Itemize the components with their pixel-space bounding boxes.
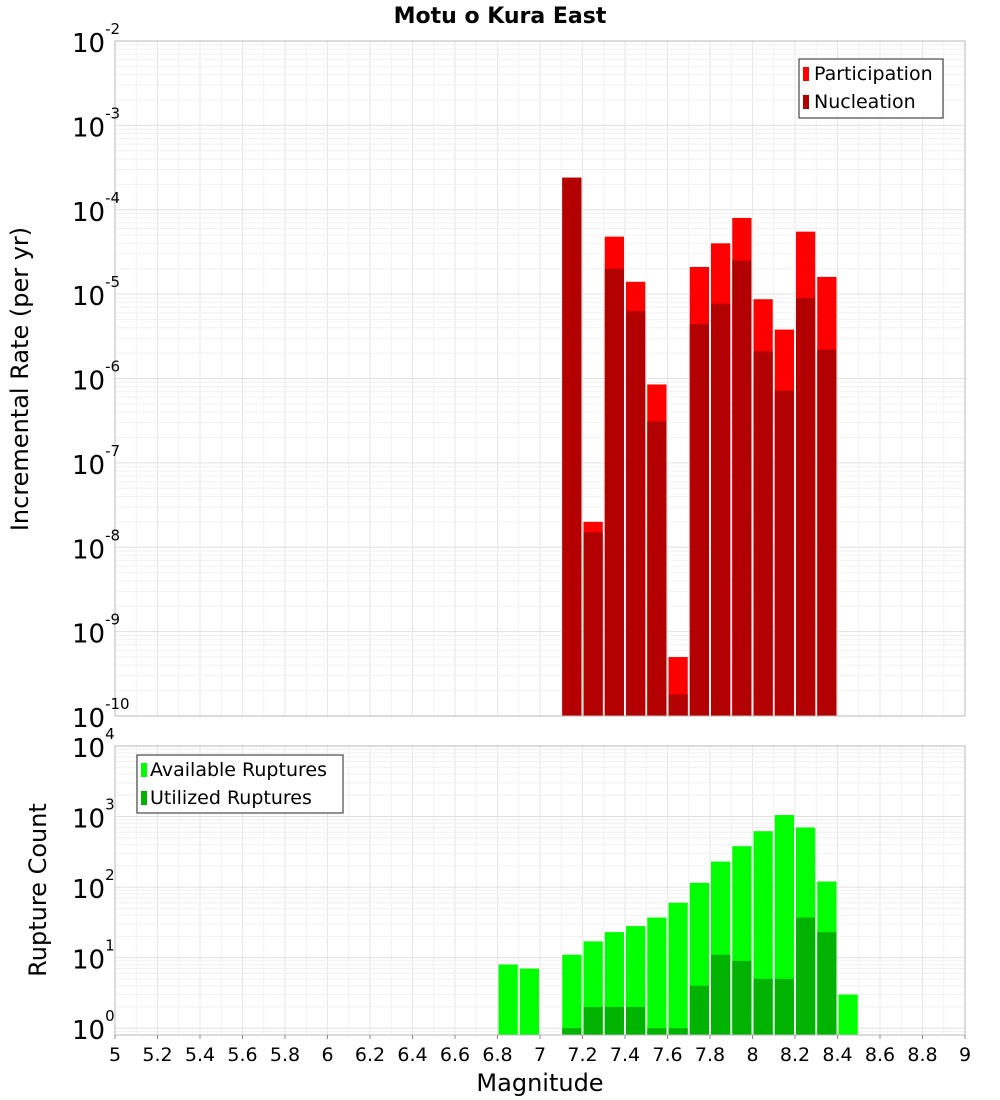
bottom-y-axis-label: Rupture Count — [24, 803, 52, 977]
bar-nucleation-3 — [626, 311, 646, 716]
top-ytick-label: 10-3 — [72, 104, 120, 143]
top-y-ticks: 10-2 10-3 10-4 10-5 10-6 10-7 10-8 10-9 10-10 — [72, 20, 130, 734]
bar-available-ruptures-1 — [519, 968, 539, 1035]
bottom-ytick-label: 104 — [72, 725, 115, 764]
bar-nucleation-6 — [689, 324, 709, 716]
xtick-label: 5.8 — [270, 1044, 300, 1066]
xtick-label: 7.6 — [652, 1044, 682, 1066]
xtick-label: 5.4 — [185, 1044, 215, 1066]
bar-available-ruptures-2 — [562, 954, 582, 1035]
xtick-label: 8 — [746, 1044, 758, 1066]
xtick-label: 8.4 — [822, 1044, 852, 1066]
bottom-ytick-label: 100 — [72, 1007, 115, 1046]
bar-nucleation-0 — [562, 177, 582, 716]
top-ytick-label: 10-6 — [72, 358, 120, 397]
bar-nucleation-1 — [583, 532, 603, 716]
bar-nucleation-8 — [732, 260, 752, 716]
bar-nucleation-10 — [774, 390, 794, 716]
bottom-ytick-label: 102 — [72, 866, 115, 905]
top-ytick-label: 10-5 — [72, 273, 120, 312]
bottom-y-ticks: 100 101 102 103 104 — [72, 725, 115, 1046]
legend-label-available: Available Ruptures — [150, 759, 327, 781]
top-legend-box — [798, 58, 944, 119]
top-grid — [114, 41, 966, 717]
bar-utilized-ruptures-4 — [604, 1006, 624, 1035]
bar-available-ruptures-0 — [498, 964, 518, 1035]
legend-label-nucleation: Nucleation — [814, 91, 916, 113]
xtick-label: 6.8 — [482, 1044, 512, 1066]
legend-swatch-available — [141, 763, 147, 777]
legend-swatch-utilized — [141, 791, 147, 805]
xtick-label: 6 — [321, 1044, 333, 1066]
top-legend: Participation Nucleation — [798, 58, 944, 119]
bar-utilized-ruptures-10 — [732, 960, 752, 1035]
xtick-label: 7.4 — [610, 1044, 640, 1066]
xtick-label: 6.6 — [440, 1044, 470, 1066]
xtick-label: 5.2 — [142, 1044, 172, 1066]
bottom-ytick-label: 101 — [72, 937, 115, 976]
top-ytick-label: 10-7 — [72, 442, 120, 481]
top-ytick-label: 10-2 — [72, 20, 120, 59]
bottom-legend: Available Ruptures Utilized Ruptures — [136, 754, 344, 814]
top-ytick-label: 10-4 — [72, 189, 120, 228]
legend-swatch-participation — [803, 67, 809, 81]
bar-nucleation-5 — [668, 694, 688, 716]
bar-available-ruptures-7 — [668, 902, 688, 1035]
bar-nucleation-11 — [796, 297, 816, 716]
xtick-label: 8.8 — [907, 1044, 937, 1066]
bar-utilized-ruptures-2 — [562, 1028, 582, 1035]
bar-utilized-ruptures-11 — [753, 978, 773, 1035]
bar-utilized-ruptures-7 — [668, 1028, 688, 1035]
top-ytick-label: 10-10 — [72, 695, 130, 734]
xtick-label: 7.2 — [567, 1044, 597, 1066]
bar-nucleation-7 — [711, 303, 731, 716]
top-y-axis-label: Incremental Rate (per yr) — [6, 227, 34, 531]
bar-nucleation-4 — [647, 421, 667, 716]
xtick-label: 5 — [109, 1044, 121, 1066]
bar-utilized-ruptures-9 — [711, 954, 731, 1035]
bar-nucleation-9 — [753, 351, 773, 716]
top-ytick-label: 10-9 — [72, 611, 120, 650]
xtick-label: 7.8 — [695, 1044, 725, 1066]
bar-nucleation-12 — [817, 349, 837, 716]
xtick-label: 9 — [959, 1044, 971, 1066]
bar-utilized-ruptures-8 — [689, 985, 709, 1035]
xtick-label: 7 — [534, 1044, 546, 1066]
bar-utilized-ruptures-13 — [796, 917, 816, 1035]
bar-utilized-ruptures-5 — [626, 1006, 646, 1035]
bar-utilized-ruptures-12 — [774, 978, 794, 1035]
legend-label-utilized: Utilized Ruptures — [150, 787, 312, 809]
x-ticks: 5 5.2 5.4 5.6 5.8 6 6.2 6.4 6.6 6.8 7 7.2 7.4 7.6 7.8 8… — [109, 1035, 971, 1066]
bar-available-ruptures-15 — [838, 994, 858, 1035]
bar-utilized-ruptures-6 — [647, 1028, 667, 1035]
bar-nucleation-2 — [604, 268, 624, 716]
xtick-label: 8.6 — [865, 1044, 895, 1066]
top-ytick-label: 10-8 — [72, 526, 120, 565]
x-axis-label: Magnitude — [476, 1069, 603, 1097]
bottom-ytick-label: 103 — [72, 796, 115, 835]
xtick-label: 5.6 — [227, 1044, 257, 1066]
bottom-bars — [498, 815, 858, 1035]
chart-title: Motu o Kura East — [394, 4, 607, 29]
xtick-label: 8.2 — [780, 1044, 810, 1066]
bar-available-ruptures-6 — [647, 917, 667, 1035]
bottom-legend-box — [136, 754, 344, 814]
bar-utilized-ruptures-3 — [583, 1006, 603, 1035]
xtick-label: 6.2 — [355, 1044, 385, 1066]
top-plot-frame — [114, 40, 966, 717]
legend-swatch-nucleation — [803, 95, 809, 109]
legend-label-participation: Participation — [814, 63, 933, 85]
top-bars — [562, 177, 837, 717]
bar-utilized-ruptures-14 — [817, 932, 837, 1035]
xtick-label: 6.4 — [397, 1044, 427, 1066]
